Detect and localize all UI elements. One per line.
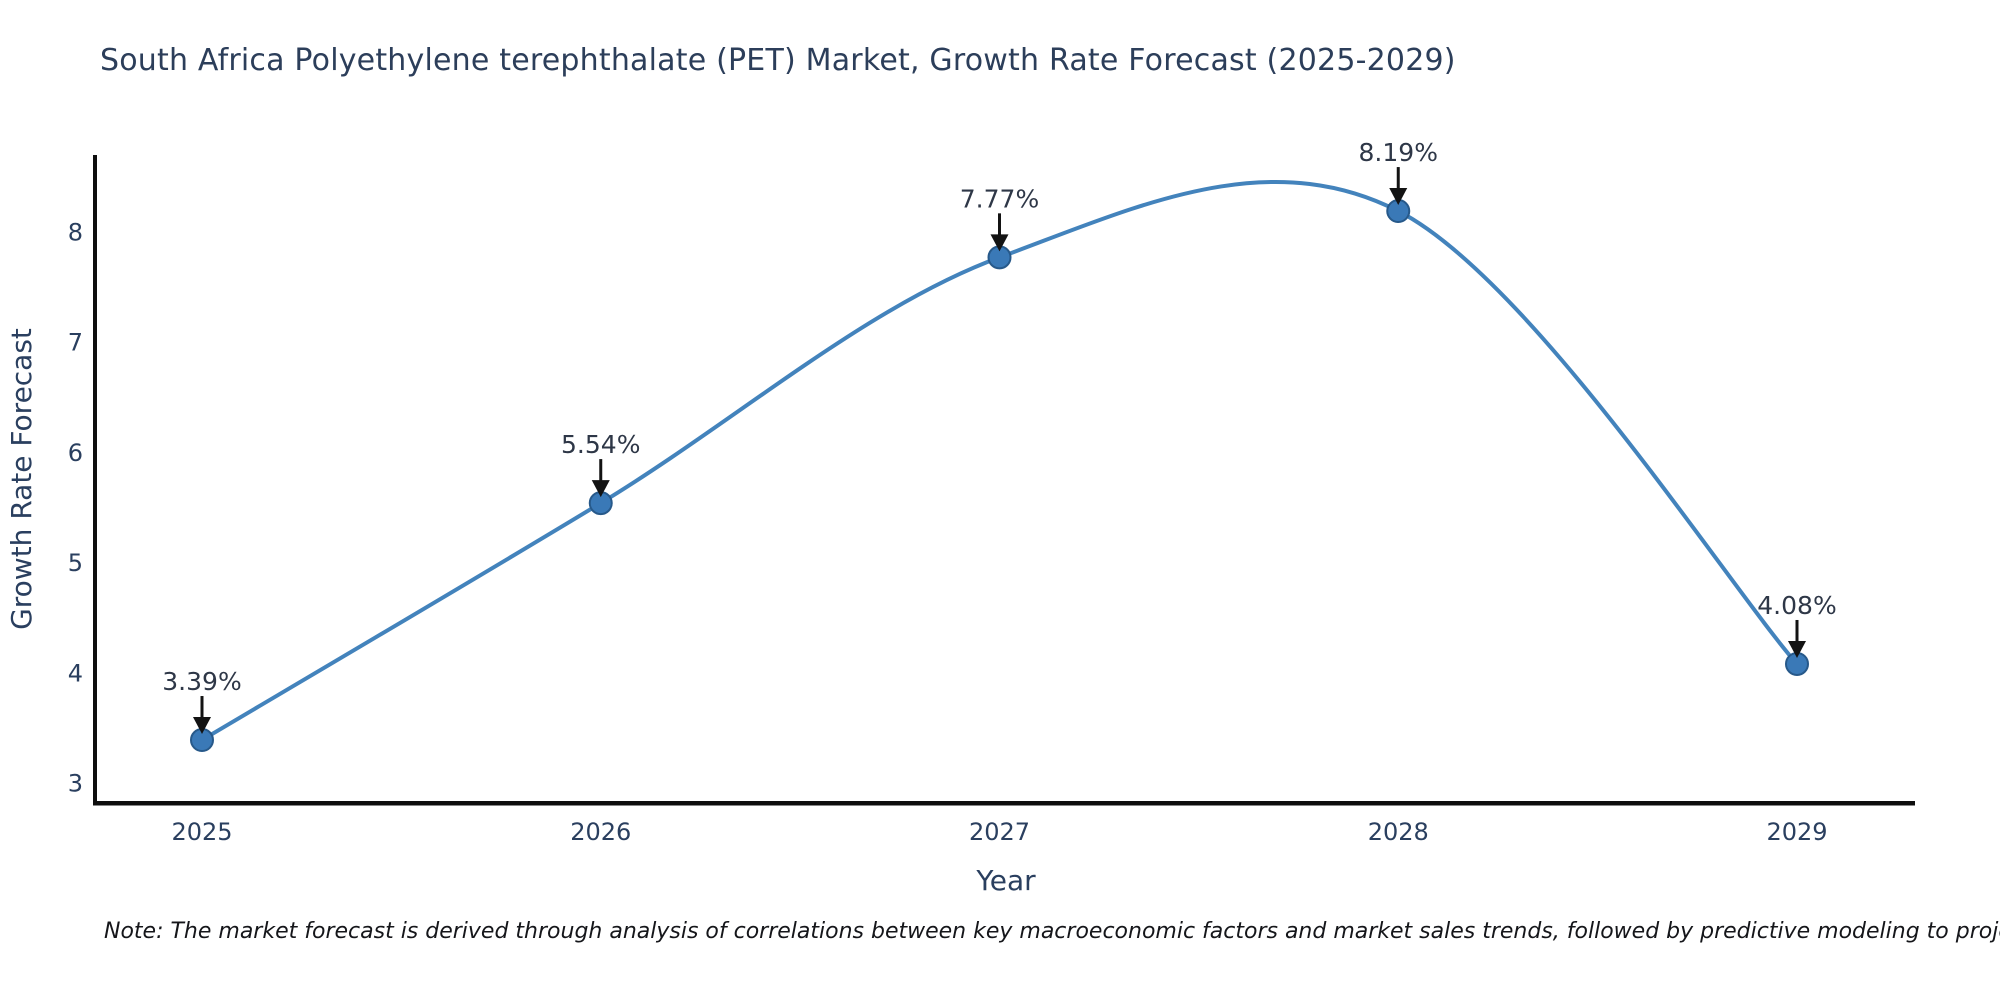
x-tick-label: 2028 [1368,818,1429,846]
data-point-label: 4.08% [1757,591,1836,620]
y-tick-label: 8 [68,219,83,247]
x-axis-title: Year [975,864,1036,897]
annotation-arrowhead [591,480,610,498]
x-tick-label: 2026 [570,818,631,846]
plot-area: 3.39% 5.54% 7.77% 8.19% 4.08% [162,138,1837,753]
y-tick-label: 4 [68,659,83,687]
axes: 3 4 5 6 7 8 2025 2026 2027 2028 2029 [68,155,1915,846]
x-tick-label: 2027 [969,818,1030,846]
chart-title: South Africa Polyethylene terephthalate … [100,43,1456,78]
y-axis-spine [93,155,97,805]
data-point-label: 5.54% [561,430,640,459]
annotation-arrowhead [1788,640,1806,658]
footnote-text: Note: The market forecast is derived thr… [104,919,2000,944]
y-axis-title: Growth Rate Forecast [5,328,38,630]
data-point-label: 8.19% [1359,138,1438,167]
y-tick-label: 5 [68,549,83,577]
x-tick-label: 2025 [171,818,232,846]
y-tick-label: 7 [68,329,83,357]
x-axis-spine [93,801,1915,806]
y-tick-label: 3 [68,770,83,798]
y-tick-label: 6 [68,439,83,467]
x-tick-label: 2029 [1766,818,1827,846]
data-point-label: 7.77% [960,184,1039,213]
annotation-arrowhead [1389,188,1408,206]
data-point-label: 3.39% [162,667,241,696]
annotation-arrowhead [990,234,1009,252]
annotation-arrowhead [193,717,211,735]
